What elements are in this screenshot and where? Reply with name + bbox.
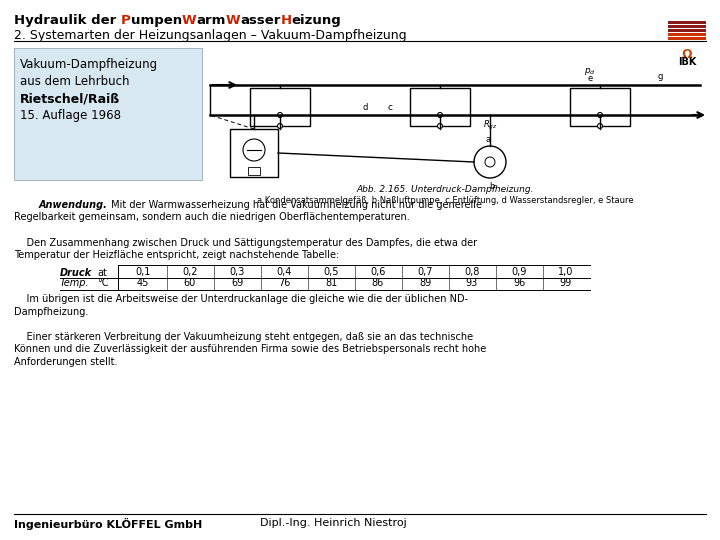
Text: Den Zusammenhang zwischen Druck und Sättigungstemperatur des Dampfes, die etwa d: Den Zusammenhang zwischen Druck und Sätt… [14,238,477,247]
Text: Dampfheizung.: Dampfheizung. [14,307,89,317]
Text: at: at [97,267,107,278]
Text: aus dem Lehrbuch: aus dem Lehrbuch [20,75,130,88]
Text: $p_d$: $p_d$ [584,66,596,77]
Text: asser: asser [240,14,281,27]
Text: Einer stärkeren Verbreitung der Vakuumheizung steht entgegen, daß sie an das tec: Einer stärkeren Verbreitung der Vakuumhe… [14,332,473,342]
Text: 81: 81 [325,279,337,288]
Circle shape [598,112,603,118]
Circle shape [474,146,506,178]
Text: H: H [281,14,292,27]
Text: a Kondensatsammelgefäß, b Naßluftpumpe, c Entlüftung, d Wasserstandsregler, e St: a Kondensatsammelgefäß, b Naßluftpumpe, … [257,196,634,205]
Text: 86: 86 [372,279,384,288]
Text: Temp.: Temp. [60,279,89,288]
Bar [668,29,706,32]
Text: Vakuum-Dampfheizung: Vakuum-Dampfheizung [20,58,158,71]
Text: arm: arm [197,14,226,27]
Text: Rietschel/Raiß: Rietschel/Raiß [20,92,120,105]
Circle shape [438,124,443,129]
Text: 0,7: 0,7 [418,267,433,278]
Bar [410,88,470,126]
Text: Anforderungen stellt.: Anforderungen stellt. [14,357,117,367]
Text: 89: 89 [419,279,431,288]
Text: Können und die Zuverlässigkeit der ausführenden Firma sowie des Betriebspersonal: Können und die Zuverlässigkeit der ausfü… [14,345,486,354]
Text: Im übrigen ist die Arbeitsweise der Unterdruckanlage die gleiche wie die der übl: Im übrigen ist die Arbeitsweise der Unte… [14,294,468,305]
Text: 96: 96 [513,279,525,288]
Bar [230,129,278,177]
Circle shape [277,124,282,129]
Text: W: W [226,14,240,27]
Circle shape [598,124,603,129]
Text: umpen: umpen [130,14,181,27]
Text: 0,6: 0,6 [370,267,386,278]
Text: 0,2: 0,2 [182,267,198,278]
Bar [248,167,260,175]
Text: 0,1: 0,1 [135,267,150,278]
Circle shape [243,139,265,161]
Text: 0,9: 0,9 [511,267,527,278]
Text: 0,3: 0,3 [229,267,245,278]
Text: Anwendung.: Anwendung. [39,200,108,210]
Text: 15. Auflage 1968: 15. Auflage 1968 [20,109,121,122]
Text: Druck: Druck [60,267,92,278]
Text: 76: 76 [278,279,290,288]
Text: Ω: Ω [682,48,693,61]
Text: 0,5: 0,5 [323,267,338,278]
Text: 60: 60 [184,279,196,288]
Bar [250,88,310,126]
Text: Ingenieurbüro KLÖFFEL GmbH: Ingenieurbüro KLÖFFEL GmbH [14,518,202,530]
Text: Hydraulik der: Hydraulik der [14,14,121,27]
Text: Mit der Warmwasserheizung hat die Vakuumheizung nicht nur die generelle: Mit der Warmwasserheizung hat die Vakuum… [108,200,482,210]
Bar [668,33,706,36]
Text: c: c [387,103,392,112]
Text: 99: 99 [560,279,572,288]
Text: 1,0: 1,0 [558,267,574,278]
Text: a: a [485,135,490,144]
Text: 69: 69 [231,279,243,288]
Text: W: W [181,14,197,27]
Text: eizung: eizung [292,14,341,27]
Text: $R_{gz}$: $R_{gz}$ [482,119,498,132]
Bar [668,21,706,24]
Text: °C: °C [97,279,109,288]
Text: b: b [490,182,495,191]
Bar [668,25,706,28]
Text: 2. Systemarten der Heizungsanlagen – Vakuum-Dampfheizung: 2. Systemarten der Heizungsanlagen – Vak… [14,29,407,42]
Text: Temperatur der Heizfläche entspricht, zeigt nachstehende Tabelle:: Temperatur der Heizfläche entspricht, ze… [14,250,339,260]
Text: d: d [362,103,368,112]
Bar [668,37,706,40]
Circle shape [438,112,443,118]
Text: 0,8: 0,8 [464,267,480,278]
Bar [14,48,202,180]
Bar [570,88,630,126]
Text: IBK: IBK [678,57,696,67]
Text: 0,4: 0,4 [276,267,292,278]
Text: P: P [121,14,130,27]
Text: e: e [588,74,593,83]
Text: Regelbarkeit gemeinsam, sondern auch die niedrigen Oberflächentemperaturen.: Regelbarkeit gemeinsam, sondern auch die… [14,213,410,222]
Circle shape [485,157,495,167]
Circle shape [277,112,282,118]
Text: g: g [657,72,662,81]
Text: 45: 45 [137,279,149,288]
Text: Dipl.-Ing. Heinrich Niestroj: Dipl.-Ing. Heinrich Niestroj [260,518,407,528]
Text: 93: 93 [466,279,478,288]
Text: Abb. 2.165. Unterdruck-Dampfheizung.: Abb. 2.165. Unterdruck-Dampfheizung. [356,185,534,194]
